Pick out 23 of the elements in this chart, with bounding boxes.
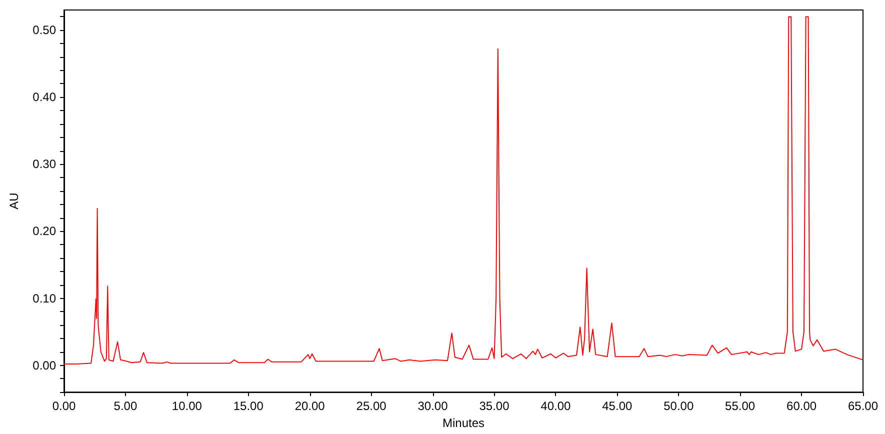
y-tick-label: 0.00 xyxy=(32,358,56,372)
y-axis-title: AU xyxy=(7,192,21,210)
x-tick-label: 55.00 xyxy=(725,399,756,414)
x-tick-label: 40.00 xyxy=(540,399,572,414)
x-tick-label: 45.00 xyxy=(602,399,632,414)
x-axis-title: Minutes xyxy=(442,416,485,430)
x-tick-label: 50.00 xyxy=(664,399,694,414)
x-tick-label: 35.00 xyxy=(479,399,510,414)
y-tick-label: 0.20 xyxy=(32,224,56,238)
x-tick-label: 5.00 xyxy=(114,399,138,414)
x-tick-label: 65.00 xyxy=(848,399,878,414)
x-tick-label: 10.00 xyxy=(172,399,202,414)
x-tick-label: 15.00 xyxy=(233,399,264,414)
y-tick-label: 0.40 xyxy=(32,90,56,104)
x-tick-label: 25.00 xyxy=(356,399,387,414)
x-tick-label: 0.00 xyxy=(52,399,76,414)
y-tick-label: 0.30 xyxy=(32,157,56,172)
x-tick-label: 20.00 xyxy=(294,399,326,414)
x-tick-label: 30.00 xyxy=(418,399,448,414)
x-tick-label: 60.00 xyxy=(786,399,817,414)
y-tick-label: 0.10 xyxy=(32,291,56,306)
y-tick-label: 0.50 xyxy=(32,23,56,38)
line-series xyxy=(64,16,864,364)
